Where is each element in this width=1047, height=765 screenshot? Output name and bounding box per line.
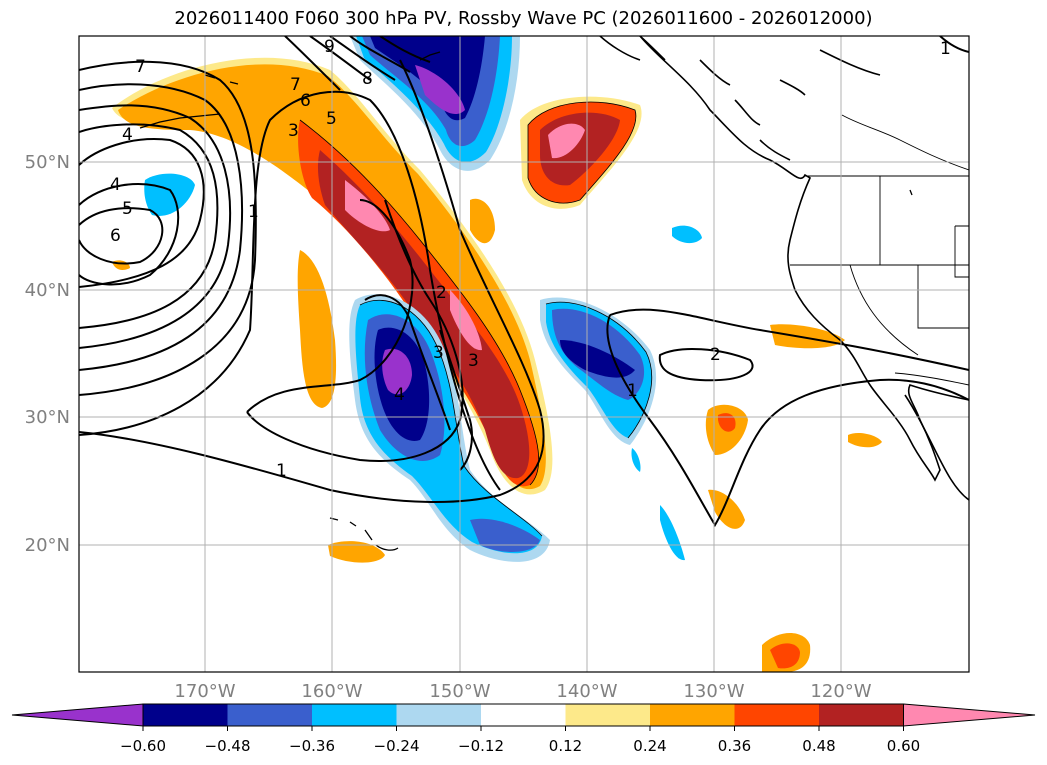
contour-label: 1 bbox=[276, 461, 287, 481]
latitude-labels: 50°N 40°N 30°N 20°N bbox=[25, 152, 70, 556]
graticule bbox=[79, 36, 969, 672]
colorbar-box bbox=[143, 704, 228, 726]
colorbar-box bbox=[734, 704, 819, 726]
colorbar-box bbox=[565, 704, 650, 726]
contour-label: 3 bbox=[288, 121, 299, 141]
colorbar-ticks: −0.60 −0.48 −0.36 −0.24 −0.12 0.12 0.24 0.36 0.4… bbox=[120, 726, 920, 755]
colorbar-box bbox=[819, 704, 904, 726]
colorbar-tick-label: −0.24 bbox=[374, 737, 420, 755]
colorbar-boxes bbox=[11, 703, 1036, 727]
contour-label: 6 bbox=[300, 91, 311, 111]
contour-label: 3 bbox=[433, 343, 444, 363]
contour-label: 1 bbox=[940, 39, 951, 59]
pv-anomaly-negative-small bbox=[144, 173, 702, 561]
lat-label: 20°N bbox=[25, 535, 70, 556]
colorbar-tick-label: 0.48 bbox=[802, 737, 835, 755]
pv-anomaly-positive-gulf bbox=[520, 96, 642, 209]
map-panel: 7 7 6 5 4 4 5 6 3 1 2 3 3 4 1 1 2 9 8 1 … bbox=[25, 35, 970, 700]
colorbar-tick-label: 0.12 bbox=[549, 737, 582, 755]
colorbar-tick-label: −0.48 bbox=[205, 737, 251, 755]
lat-label: 40°N bbox=[25, 280, 70, 301]
north-america-coastline bbox=[599, 36, 969, 501]
contour-label: 3 bbox=[468, 351, 479, 371]
lon-label: 160°W bbox=[301, 681, 362, 700]
contour-label-group: 7 7 6 5 4 4 5 6 3 1 2 3 3 4 1 1 2 9 8 1 bbox=[110, 37, 951, 481]
contour-label: 2 bbox=[436, 283, 447, 303]
contour-label: 9 bbox=[324, 37, 335, 57]
lat-label: 50°N bbox=[25, 152, 70, 173]
contour-label: 5 bbox=[122, 199, 133, 219]
colorbar-box bbox=[312, 704, 397, 726]
colorbar-box bbox=[650, 704, 735, 726]
lon-label: 120°W bbox=[810, 681, 871, 700]
islands bbox=[139, 51, 913, 551]
contour-label: 5 bbox=[326, 109, 337, 129]
contour-label: 1 bbox=[248, 202, 259, 222]
colorbar-tick-label: −0.36 bbox=[289, 737, 335, 755]
contour-label: 7 bbox=[135, 57, 146, 77]
longitude-labels: 170°W 160°W 150°W 140°W 130°W 120°W bbox=[174, 681, 871, 700]
lon-label: 150°W bbox=[429, 681, 490, 700]
map-frame bbox=[78, 35, 970, 673]
colorbar-box bbox=[396, 704, 481, 726]
colorbar-tick-label: 0.60 bbox=[887, 737, 920, 755]
state-borders bbox=[790, 114, 969, 386]
lon-label: 140°W bbox=[556, 681, 617, 700]
colorbar-tick-label: 0.24 bbox=[633, 737, 666, 755]
colorbar-tick-label: −0.60 bbox=[120, 737, 166, 755]
colorbar-outline bbox=[142, 703, 904, 727]
lon-label: 170°W bbox=[174, 681, 235, 700]
contour-label: 2 bbox=[710, 345, 721, 365]
map-title: 2026011400 F060 300 hPa PV, Rossby Wave … bbox=[174, 8, 873, 29]
contour-label: 8 bbox=[362, 69, 373, 89]
colorbar-extend-high bbox=[903, 703, 1036, 727]
contour-label: 1 bbox=[627, 381, 638, 401]
contour-label: 6 bbox=[110, 226, 121, 246]
lon-label: 130°W bbox=[683, 681, 744, 700]
colorbar-tick-label: 0.36 bbox=[718, 737, 751, 755]
colorbar-box bbox=[481, 704, 566, 726]
contour-label: 4 bbox=[122, 125, 133, 145]
contour-lines bbox=[79, 36, 969, 527]
colorbar-tick-label: −0.12 bbox=[458, 737, 504, 755]
contour-label: 4 bbox=[394, 385, 405, 405]
contour-label: 7 bbox=[290, 75, 301, 95]
colorbar-extend-low bbox=[11, 703, 144, 727]
contour-label: 4 bbox=[110, 175, 121, 195]
lat-label: 30°N bbox=[25, 407, 70, 428]
colorbar-box bbox=[227, 704, 312, 726]
